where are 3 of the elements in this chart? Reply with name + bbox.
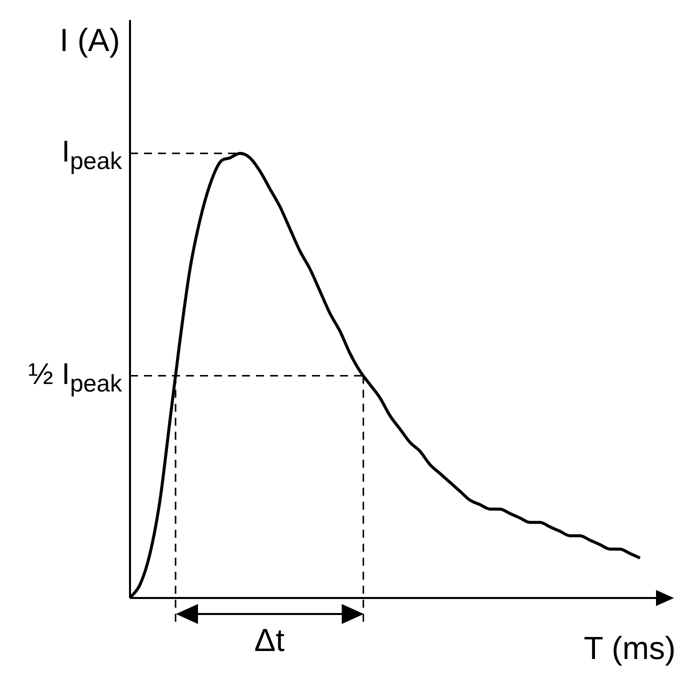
y-axis-title: I (A) — [60, 22, 120, 58]
x-axis-title: T (ms) — [584, 630, 676, 666]
text: Δt — [254, 622, 285, 659]
